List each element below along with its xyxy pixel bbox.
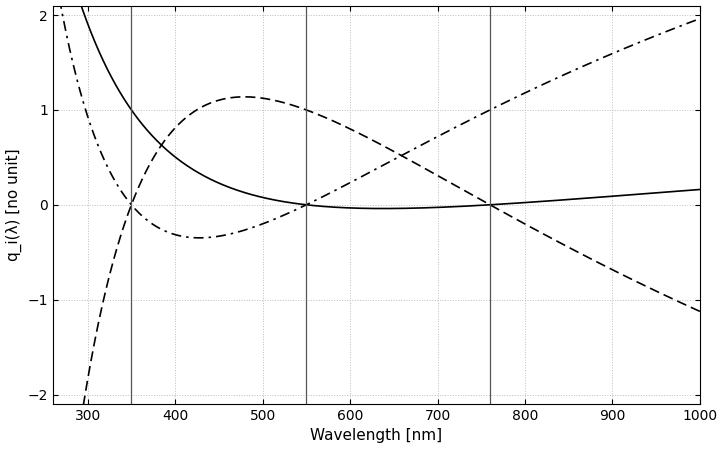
Y-axis label: q_i(λ) [no unit]: q_i(λ) [no unit]: [6, 149, 22, 261]
X-axis label: Wavelength [nm]: Wavelength [nm]: [310, 428, 442, 444]
